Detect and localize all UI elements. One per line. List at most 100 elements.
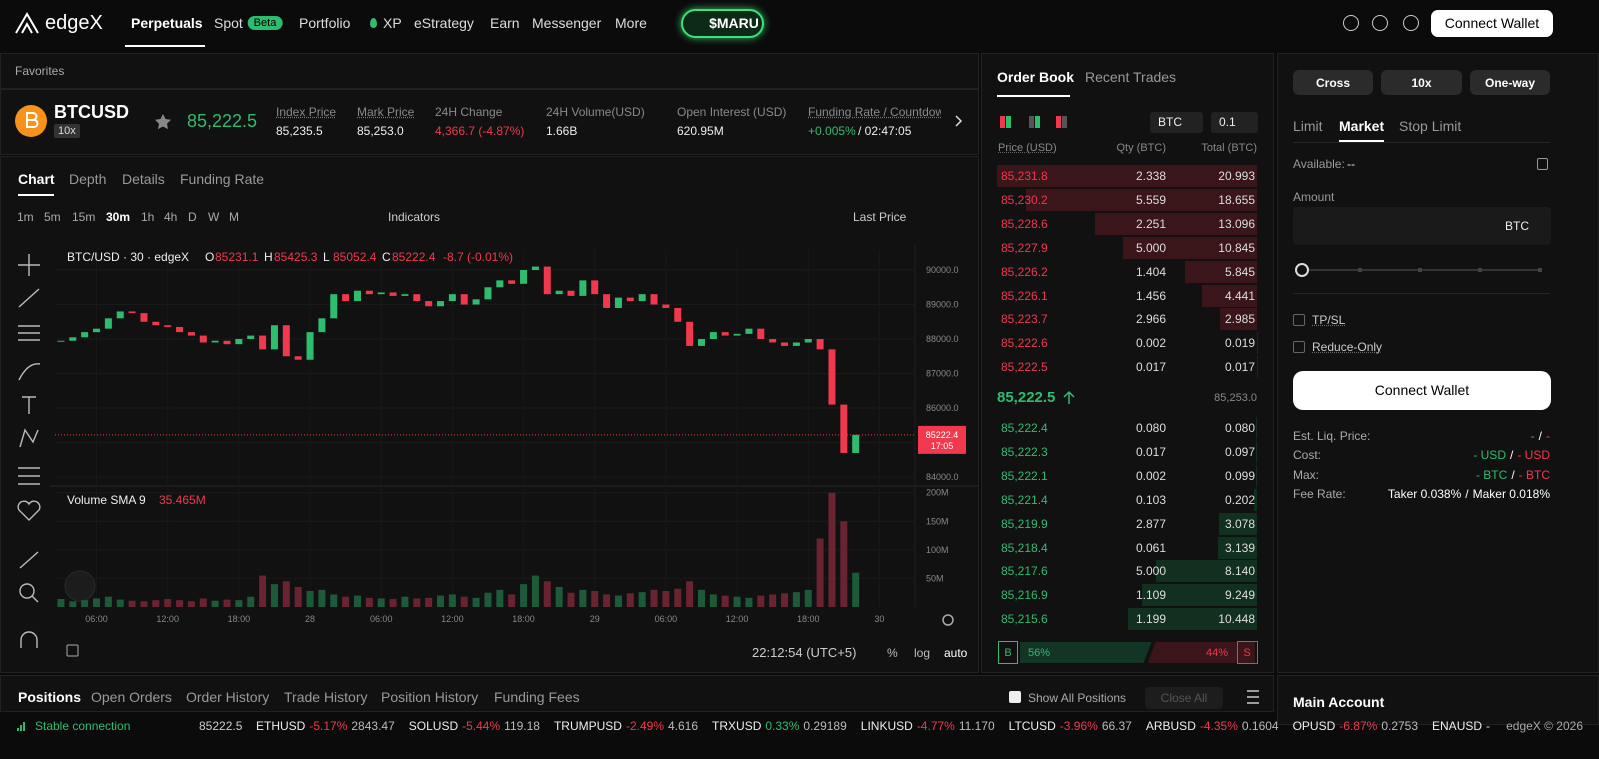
ob-price[interactable]: 85,218.4 bbox=[1001, 540, 1048, 555]
ob-step-select[interactable] bbox=[1211, 112, 1258, 133]
ob-price[interactable]: 85,222.6 bbox=[1001, 336, 1048, 351]
interval[interactable]: 15m bbox=[72, 210, 96, 224]
ob-price[interactable]: 85,227.9 bbox=[1001, 240, 1048, 255]
positions-tab[interactable]: Positions bbox=[18, 689, 82, 705]
scale-option[interactable]: auto bbox=[944, 646, 968, 660]
ticker-item[interactable]: TRUMPUSD -2.49% 4.616 bbox=[554, 718, 698, 734]
ticker-item[interactable]: ETHUSD -5.17% 2843.47 bbox=[256, 718, 395, 734]
nav-item[interactable]: More bbox=[615, 15, 647, 31]
positions-tab[interactable]: Position History bbox=[381, 689, 479, 705]
ob-tab[interactable]: Recent Trades bbox=[1085, 69, 1177, 85]
ob-price[interactable]: 85,215.6 bbox=[1001, 612, 1048, 627]
ob-total: 0.080 bbox=[1224, 421, 1255, 435]
ob-price[interactable]: 85,222.3 bbox=[1001, 444, 1048, 459]
ob-price[interactable]: 85,222.5 bbox=[1001, 360, 1048, 375]
scale-option[interactable]: log bbox=[914, 646, 931, 660]
mode-btn[interactable] bbox=[1381, 70, 1462, 95]
interval[interactable]: D bbox=[188, 210, 197, 224]
nav-item[interactable]: Earn bbox=[490, 15, 520, 31]
ob-total: 5.845 bbox=[1224, 264, 1255, 279]
ticker-price: 119.18 bbox=[504, 719, 540, 733]
ob-price[interactable]: 85,222.1 bbox=[1001, 468, 1048, 483]
ob-price[interactable]: 85,226.2 bbox=[1001, 264, 1048, 279]
ob-price[interactable]: 85,221.4 bbox=[1001, 492, 1048, 507]
ob-tab[interactable]: Order Book bbox=[997, 69, 1075, 85]
ob-total: 8.140 bbox=[1224, 564, 1255, 579]
scale-option[interactable]: % bbox=[887, 646, 898, 660]
chart-tab[interactable]: Funding Rate bbox=[180, 171, 265, 187]
promo-pill[interactable] bbox=[681, 9, 764, 38]
ob-total: 18.655 bbox=[1218, 192, 1255, 207]
ob-price[interactable]: 85,219.9 bbox=[1001, 516, 1048, 531]
checkbox[interactable] bbox=[1293, 314, 1305, 326]
ticker-item[interactable]: LTCUSD -3.96% 66.37 bbox=[1009, 718, 1132, 734]
nav-item[interactable]: Messenger bbox=[532, 15, 602, 31]
nav-icon[interactable] bbox=[1372, 15, 1388, 31]
interval[interactable]: 4h bbox=[164, 210, 178, 224]
order-type[interactable]: Stop Limit bbox=[1399, 118, 1462, 134]
interval[interactable]: W bbox=[208, 210, 220, 224]
close-all-btn[interactable] bbox=[1145, 687, 1223, 709]
ohlc-value: 85052.4 bbox=[333, 250, 377, 264]
nav-icon[interactable] bbox=[1403, 15, 1419, 31]
mode-btn-text: 10x bbox=[1411, 76, 1432, 90]
price-type[interactable]: Last Price bbox=[853, 210, 907, 224]
order-type[interactable]: Limit bbox=[1293, 118, 1323, 134]
chart-tab[interactable]: Chart bbox=[18, 171, 55, 187]
ob-price[interactable]: 85,228.6 bbox=[1001, 216, 1048, 231]
ticker-strip: ETHUSD -5.17% 2843.47 SOLUSD -5.44% 119.18 TRU… bbox=[256, 718, 1490, 734]
ob-unit-select[interactable] bbox=[1150, 112, 1203, 133]
ticker-item[interactable]: ENAUSD - bbox=[1432, 718, 1490, 734]
nav-icon[interactable] bbox=[1343, 15, 1359, 31]
ob-price[interactable]: 85,216.9 bbox=[1001, 588, 1048, 603]
form-connect-btn[interactable] bbox=[1293, 371, 1551, 410]
nav-item[interactable]: Perpetuals bbox=[131, 15, 203, 31]
interval[interactable]: M bbox=[229, 210, 239, 224]
positions-tab[interactable]: Order History bbox=[186, 689, 270, 705]
info-label: Est. Liq. Price: bbox=[1293, 429, 1371, 443]
info-b: - bbox=[1546, 429, 1550, 443]
positions-tab[interactable]: Funding Fees bbox=[494, 689, 580, 705]
ticker-item[interactable]: ARBUSD -4.35% 0.1604 bbox=[1146, 718, 1279, 734]
ob-total: 10.448 bbox=[1218, 612, 1255, 627]
chart-tab[interactable]: Details bbox=[122, 171, 165, 187]
ob-price[interactable]: 85,217.6 bbox=[1001, 564, 1048, 579]
positions-tab[interactable]: Open Orders bbox=[91, 689, 172, 705]
ticker-item[interactable]: LINKUSD -4.77% 11.170 bbox=[861, 718, 995, 734]
ticker-item[interactable]: TRXUSD 0.33% 0.29189 bbox=[712, 718, 847, 734]
nav-item[interactable]: Portfolio bbox=[299, 15, 351, 31]
ob-qty: 0.002 bbox=[1135, 336, 1166, 351]
checkbox[interactable] bbox=[1293, 341, 1305, 353]
interval[interactable]: 1m bbox=[17, 210, 34, 224]
ob-unit: BTC bbox=[1158, 115, 1182, 129]
show-all-check[interactable] bbox=[1009, 691, 1021, 703]
nav-item[interactable]: Spot bbox=[214, 15, 243, 31]
mode-btn[interactable] bbox=[1470, 70, 1550, 95]
ticker-item[interactable]: SOLUSD -5.44% 119.18 bbox=[409, 718, 540, 734]
chart-tab[interactable]: Depth bbox=[69, 171, 107, 187]
interval[interactable]: 1h bbox=[141, 210, 155, 224]
nav-item[interactable]: XP bbox=[383, 15, 402, 31]
ob-price[interactable]: 85,223.7 bbox=[1001, 312, 1048, 327]
slider-knob[interactable] bbox=[1295, 263, 1309, 277]
nav-item[interactable]: eStrategy bbox=[414, 15, 474, 31]
ob-price[interactable]: 85,226.1 bbox=[1001, 288, 1048, 303]
ob-price[interactable]: 85,222.4 bbox=[1001, 421, 1048, 435]
ohlc-key: H bbox=[264, 250, 273, 264]
ob-price[interactable]: 85,230.2 bbox=[1001, 192, 1048, 207]
ob-total: 4.441 bbox=[1224, 288, 1255, 303]
ticker-item[interactable]: OPUSD -6.87% 0.2753 bbox=[1293, 718, 1418, 734]
ob-price[interactable]: 85,231.8 bbox=[1001, 169, 1048, 183]
mode-btn[interactable] bbox=[1293, 70, 1373, 95]
connect-btn[interactable] bbox=[1431, 10, 1553, 37]
indicators[interactable]: Indicators bbox=[388, 210, 441, 224]
ob-qty: 1.456 bbox=[1135, 288, 1166, 303]
account[interactable]: Main Account bbox=[1293, 694, 1385, 710]
symbol[interactable]: BTCUSD bbox=[54, 102, 129, 122]
interval[interactable]: 5m bbox=[44, 210, 61, 224]
interval[interactable]: 30m bbox=[106, 210, 131, 224]
order-type[interactable]: Market bbox=[1339, 118, 1385, 134]
ob-total: 0.202 bbox=[1224, 492, 1255, 507]
positions-tab[interactable]: Trade History bbox=[284, 689, 368, 705]
amount-input[interactable] bbox=[1293, 207, 1551, 245]
